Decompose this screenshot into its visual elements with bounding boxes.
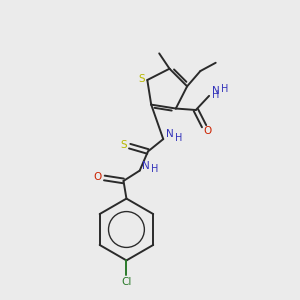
Text: S: S [139,74,145,84]
Text: O: O [203,127,211,136]
Text: Cl: Cl [121,277,132,286]
Text: N: N [142,161,149,171]
Text: H: H [221,84,229,94]
Text: N: N [212,85,219,96]
Text: H: H [151,164,158,174]
Text: H: H [175,133,182,142]
Text: O: O [94,172,102,182]
Text: H: H [212,90,219,100]
Text: N: N [166,129,174,140]
Text: S: S [120,140,127,150]
